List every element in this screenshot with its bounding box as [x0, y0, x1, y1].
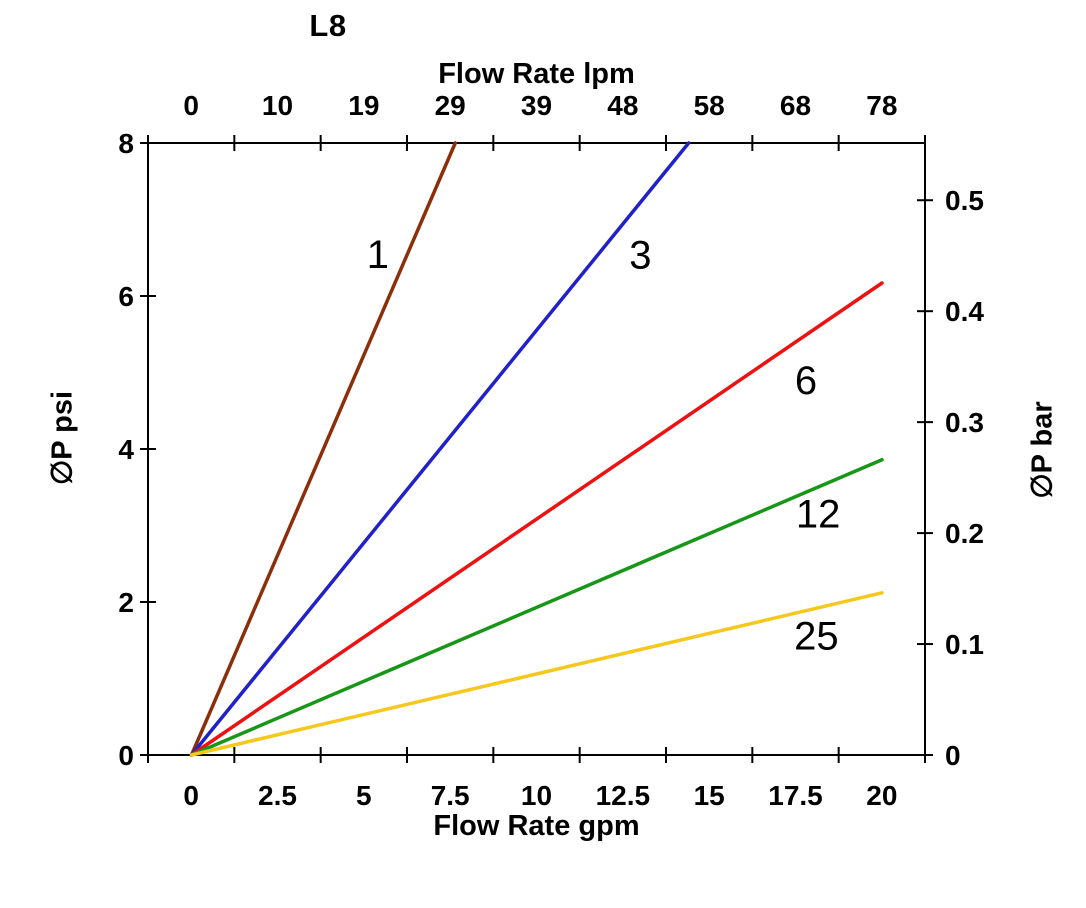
top-tick-label: 48	[607, 90, 638, 121]
bottom-axis-title: Flow Rate gpm	[433, 810, 640, 842]
top-tick-label: 29	[435, 90, 466, 121]
right-tick-label: 0	[945, 740, 961, 771]
left-tick-label: 8	[118, 128, 134, 159]
top-tick-label: 58	[694, 90, 725, 121]
series-label-1: 1	[367, 233, 389, 277]
right-tick-label: 0.3	[945, 407, 984, 438]
left-tick-label: 2	[118, 587, 134, 618]
series-label-3: 3	[629, 234, 651, 278]
bottom-tick-label: 17.5	[768, 780, 823, 811]
bottom-tick-label: 7.5	[431, 780, 470, 811]
series-line-3	[189, 141, 691, 757]
series-line-12	[189, 457, 884, 757]
top-tick-label: 19	[348, 90, 379, 121]
bottom-tick-label: 15	[694, 780, 725, 811]
right-tick-label: 0.5	[945, 185, 984, 216]
top-axis-title: Flow Rate lpm	[438, 58, 635, 90]
bottom-tick-label: 0	[183, 780, 199, 811]
bottom-tick-label: 5	[356, 780, 372, 811]
series-line-1	[189, 141, 458, 757]
right-tick-label: 0.2	[945, 518, 984, 549]
bottom-tick-label: 10	[521, 780, 552, 811]
top-tick-label: 0	[183, 90, 199, 121]
chart-title: L8	[309, 8, 347, 43]
series-label-6: 6	[795, 359, 817, 403]
right-tick-label: 0.4	[945, 296, 984, 327]
bottom-tick-label: 2.5	[258, 780, 297, 811]
top-tick-label: 68	[780, 90, 811, 121]
left-tick-label: 0	[118, 740, 134, 771]
series-line-25	[189, 591, 884, 757]
series-line-6	[189, 281, 884, 757]
bottom-tick-label: 12.5	[596, 780, 651, 811]
top-tick-label: 10	[262, 90, 293, 121]
top-tick-label: 39	[521, 90, 552, 121]
top-tick-label: 78	[866, 90, 897, 121]
right-tick-label: 0.1	[945, 629, 984, 660]
bottom-tick-label: 20	[866, 780, 897, 811]
left-tick-label: 6	[118, 281, 134, 312]
left-tick-label: 4	[118, 434, 134, 465]
series-label-25: 25	[794, 615, 839, 659]
series-label-12: 12	[796, 492, 841, 536]
